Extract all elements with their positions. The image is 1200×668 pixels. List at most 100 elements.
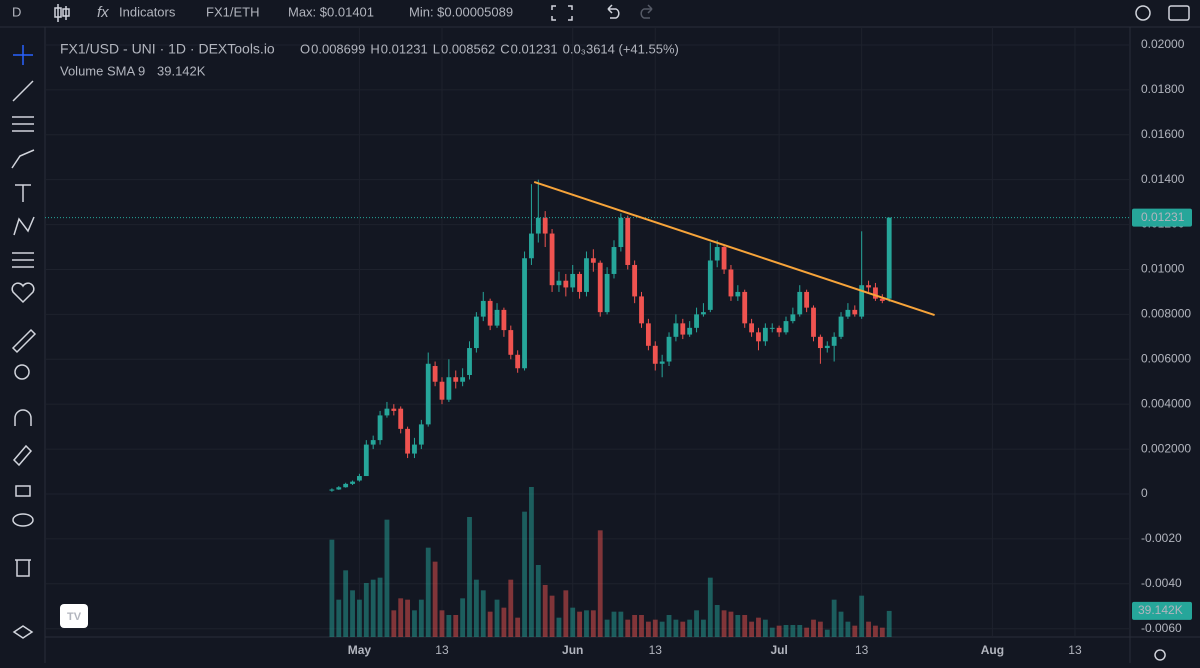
volume-bar xyxy=(611,611,617,637)
left-toolbar xyxy=(11,27,46,663)
volume-bar xyxy=(728,611,734,637)
volume-bar xyxy=(405,599,410,637)
screenshot-button[interactable] xyxy=(1168,5,1190,21)
prediction-tool[interactable] xyxy=(12,252,34,268)
volume-bar xyxy=(735,615,741,637)
last-price-tag xyxy=(1132,208,1192,227)
delete-tool[interactable] xyxy=(15,559,31,577)
min-price: Min: $0.00005089 xyxy=(409,4,513,19)
volume-bar xyxy=(790,625,796,637)
interval-button[interactable]: D xyxy=(12,4,21,19)
candle-body xyxy=(824,345,830,349)
ohlc-key: O xyxy=(300,41,310,56)
ohlc-legend: O 0.008699 H 0.01231 L 0.008562 C 0.01231 xyxy=(300,41,558,56)
indicators-button[interactable]: Indicators xyxy=(119,4,176,19)
volume-bar xyxy=(515,617,521,637)
volume-bar xyxy=(645,621,651,637)
candle-body xyxy=(446,377,452,400)
favorites-tool[interactable] xyxy=(11,282,35,304)
magnet-tool[interactable] xyxy=(14,409,32,426)
tradingview-logo: TV xyxy=(60,604,88,628)
x-tick-label: 13 xyxy=(855,643,869,657)
volume-bar xyxy=(398,598,404,637)
redo-button[interactable] xyxy=(640,4,653,19)
candle-body xyxy=(886,217,892,299)
undo-button[interactable] xyxy=(607,4,620,19)
measure-tool[interactable] xyxy=(11,328,37,354)
pair-button[interactable]: FX1/ETH xyxy=(206,4,259,19)
candle-body xyxy=(611,247,617,274)
volume-bar xyxy=(556,617,562,637)
volume-bar xyxy=(797,625,803,637)
last-price-label: 0.01231 xyxy=(1141,210,1185,224)
lock-drawing-tool[interactable] xyxy=(12,444,33,467)
candle-body xyxy=(879,298,885,301)
settings-button[interactable] xyxy=(1135,5,1151,21)
candle-body xyxy=(432,366,438,382)
volume-bar xyxy=(866,621,871,637)
volume-bar xyxy=(762,619,768,637)
volume-bar xyxy=(714,605,720,637)
volume-bar xyxy=(659,621,665,637)
candle-body xyxy=(625,217,631,265)
candle-body xyxy=(425,363,431,425)
candle-body xyxy=(687,327,693,335)
volume-bar xyxy=(597,530,603,637)
volume-bar xyxy=(879,627,885,637)
volume-bar xyxy=(529,487,534,637)
x-tick-label: 13 xyxy=(649,643,663,657)
visibility-tool[interactable] xyxy=(12,513,34,527)
candle-body xyxy=(714,247,720,261)
candle-body xyxy=(590,258,596,263)
volume-bar xyxy=(343,570,349,637)
fib-tool[interactable] xyxy=(12,116,34,132)
axis-settings-button[interactable] xyxy=(1154,649,1166,661)
volume-bar xyxy=(831,599,837,637)
candle-body xyxy=(769,327,775,329)
candle-body xyxy=(584,258,589,292)
volume-bar xyxy=(412,610,417,637)
volume-bar xyxy=(873,625,878,637)
candle-body xyxy=(756,332,761,342)
volume-bar xyxy=(824,629,830,637)
legend: FX1/USD - UNI · 1D · DEXTools.io O 0.0086… xyxy=(60,41,679,79)
candle-body xyxy=(604,273,610,313)
candle-body xyxy=(556,280,562,286)
crosshair-tool[interactable] xyxy=(13,45,33,65)
volume-bar xyxy=(804,627,810,637)
ohlc-key: H xyxy=(370,41,379,56)
text-tool[interactable] xyxy=(15,184,31,202)
volume-bar xyxy=(859,595,865,637)
candle-body xyxy=(790,314,796,322)
volume-bar xyxy=(542,585,548,637)
candle-body xyxy=(453,377,459,382)
candle-body xyxy=(529,233,534,259)
trendline-tool[interactable] xyxy=(12,80,34,102)
x-tick-label: Jul xyxy=(770,643,787,657)
fullscreen-button[interactable] xyxy=(551,5,573,21)
volume-bar xyxy=(590,610,596,637)
volume-bar xyxy=(425,547,431,637)
zoom-tool[interactable] xyxy=(14,364,30,380)
y-tick-label: 0 xyxy=(1141,486,1148,500)
candle-body xyxy=(762,327,768,342)
volume-bar xyxy=(522,511,527,637)
pattern-tool[interactable] xyxy=(13,216,35,236)
object-tree[interactable] xyxy=(12,625,34,639)
volume-bar xyxy=(742,615,748,637)
candle-body xyxy=(776,327,782,333)
y-tick-label: 0.01400 xyxy=(1141,172,1185,186)
ohlc-value: 0.008699 xyxy=(311,41,365,56)
brush-tool[interactable] xyxy=(11,149,35,169)
ohlc-key: L xyxy=(433,41,440,56)
volume-bar xyxy=(776,625,782,637)
chart-type-button[interactable] xyxy=(54,4,70,22)
candle-body xyxy=(666,336,672,362)
candle-body xyxy=(866,285,871,288)
y-tick-label: -0.0060 xyxy=(1141,621,1182,635)
lock-tool[interactable] xyxy=(15,485,31,497)
x-tick-label: Aug xyxy=(981,643,1004,657)
candle-body xyxy=(632,264,638,297)
